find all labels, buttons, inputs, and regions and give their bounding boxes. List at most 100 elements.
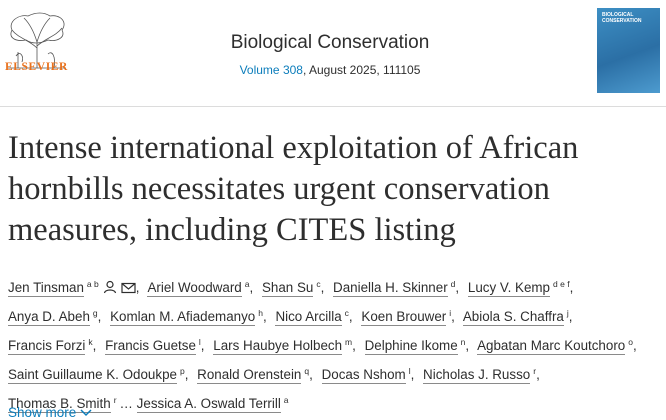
- author-separator: ,: [465, 338, 470, 354]
- author-separator: ,: [97, 309, 102, 325]
- author-name[interactable]: Ariel Woodward: [147, 280, 242, 298]
- author-affiliation: c: [316, 279, 321, 289]
- issue-details: , August 2025, 111105: [302, 63, 421, 77]
- author: Nico Arcilla c,: [275, 307, 357, 327]
- author-separator: ,: [309, 367, 313, 383]
- divider: [0, 106, 666, 107]
- author-separator: ,: [536, 367, 540, 383]
- author-separator: ,: [569, 280, 574, 296]
- author: Francis Guetse l,: [105, 336, 209, 356]
- author-separator: ,: [352, 338, 356, 354]
- author-name[interactable]: Lars Haubye Holbech: [213, 338, 343, 356]
- author-name[interactable]: Saint Guillaume K. Odoukpe: [8, 367, 177, 385]
- author-name[interactable]: Shan Su: [261, 280, 314, 298]
- author-affiliation: g: [92, 307, 98, 318]
- chevron-icon: [80, 409, 92, 417]
- author: Daniella H. Skinner d,: [333, 279, 464, 298]
- author: Koen Brouwer i,: [361, 307, 459, 327]
- publisher-name: ELSEVIER: [5, 61, 68, 73]
- author: Ronald Orenstein q,: [197, 365, 318, 385]
- author-separator: ,: [249, 280, 254, 296]
- cover-title: BIOLOGICAL CONSERVATION: [602, 12, 642, 24]
- author: Jen Tinsman a b,: [8, 279, 144, 298]
- author: Saint Guillaume K. Odoukpe p,: [8, 365, 193, 385]
- journal-cover[interactable]: BIOLOGICAL CONSERVATION: [597, 8, 660, 93]
- author: Ariel Woodward a,: [147, 279, 258, 298]
- author: Anya D. Abeh g,: [8, 307, 106, 327]
- author: Nicholas J. Russo r,: [423, 365, 545, 385]
- author-affiliation: l: [198, 336, 201, 347]
- author-name[interactable]: Nico Arcilla: [275, 309, 342, 327]
- author-affiliation: a: [283, 394, 289, 405]
- author: Delphine Ikome n,: [364, 336, 475, 356]
- author-affiliation: d: [450, 279, 456, 289]
- author-affiliation: h: [258, 307, 263, 318]
- author-affiliation: l: [408, 365, 411, 376]
- author-affiliation: i: [449, 307, 452, 318]
- author-affiliation: q: [304, 365, 310, 376]
- author-affiliation: d e f: [553, 279, 570, 289]
- author-name[interactable]: Docas Nshom: [321, 367, 406, 385]
- author-name[interactable]: Delphine Ikome: [364, 338, 458, 356]
- author: Lucy V. Kemp d e f,: [467, 279, 578, 298]
- author-separator: ,: [455, 280, 460, 296]
- author: Lars Haubye Holbech m,: [213, 336, 361, 356]
- author-separator: ,: [451, 309, 455, 325]
- author-name[interactable]: Nicholas J. Russo: [423, 367, 531, 385]
- author-name[interactable]: Thomas B. Smith: [8, 395, 111, 413]
- author-affiliation: k: [88, 336, 93, 347]
- article-title: Intense international exploitation of Af…: [8, 130, 579, 248]
- author-name[interactable]: Ronald Orenstein: [197, 367, 302, 385]
- journal-name[interactable]: Biological Conservation: [230, 32, 430, 53]
- author: Agbatan Marc Koutchoro o,: [477, 336, 642, 356]
- author-affiliation: a: [244, 279, 250, 289]
- author: Abiola S. Chaffra j,: [462, 307, 578, 327]
- author-separator: ,: [410, 367, 415, 383]
- author-affiliation: r: [533, 365, 537, 376]
- author-name[interactable]: Jen Tinsman: [8, 280, 84, 298]
- author-affiliation: o: [628, 336, 633, 347]
- author-name[interactable]: Lucy V. Kemp: [467, 280, 551, 298]
- author-name[interactable]: Komlan M. Afiademanyo: [110, 309, 256, 327]
- author-separator: ,: [568, 309, 573, 325]
- author-name[interactable]: Jessica A. Oswald Terrill: [136, 395, 281, 413]
- show-more-label: Show more: [8, 405, 77, 420]
- volume-link[interactable]: Volume 308: [239, 63, 303, 77]
- issue-info: Volume 308, August 2025, 111105: [150, 63, 510, 77]
- show-more[interactable]: Show more: [8, 405, 92, 420]
- author-name[interactable]: Anya D. Abeh: [8, 309, 90, 327]
- author-affiliation: a b: [86, 279, 99, 289]
- author-list: Jen Tinsman a b, Ariel Woodward a, Shan Su…: [8, 272, 658, 416]
- author: Thomas B. Smith r…: [8, 394, 133, 413]
- author-icon[interactable]: [103, 280, 117, 294]
- author: Francis Forzi k,: [8, 336, 101, 356]
- author-separator: ,: [135, 280, 140, 296]
- author-separator: …: [119, 395, 133, 411]
- author-separator: ,: [200, 338, 205, 354]
- author: Docas Nshom l,: [321, 365, 420, 385]
- author-name[interactable]: Koen Brouwer: [361, 309, 447, 327]
- author-affiliation: m: [345, 336, 353, 347]
- author-name[interactable]: Abiola S. Chaffra: [462, 309, 564, 327]
- author-separator: ,: [92, 338, 97, 354]
- email-icon[interactable]: [121, 282, 136, 294]
- author-affiliation: c: [344, 307, 349, 318]
- author-separator: ,: [632, 338, 637, 354]
- author: Shan Su c,: [261, 279, 329, 298]
- publisher-logo: [8, 12, 66, 69]
- author-separator: ,: [348, 309, 353, 325]
- author-separator: ,: [320, 280, 325, 296]
- author-affiliation: r: [113, 394, 117, 405]
- author-name[interactable]: Agbatan Marc Koutchoro: [477, 338, 626, 356]
- author-separator: ,: [262, 309, 267, 325]
- author: Jessica A. Oswald Terrill a: [136, 394, 289, 413]
- author-name[interactable]: Daniella H. Skinner: [333, 280, 448, 298]
- author-affiliation: p: [179, 365, 185, 376]
- author-affiliation: j: [566, 307, 569, 318]
- author: Komlan M. Afiademanyo h,: [110, 307, 272, 327]
- author-affiliation: n: [460, 336, 466, 347]
- author-name[interactable]: Francis Forzi: [8, 338, 86, 356]
- author-name[interactable]: Francis Guetse: [105, 338, 196, 356]
- author-separator: ,: [184, 367, 189, 383]
